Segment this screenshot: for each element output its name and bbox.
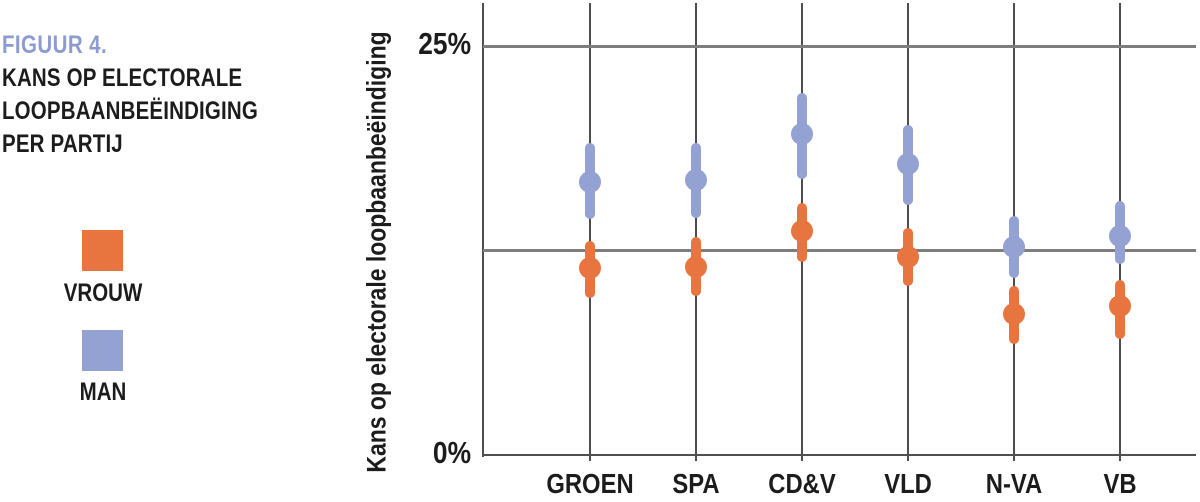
y-axis-line [482,3,484,457]
point-man-spa [685,169,707,192]
x-axis-label-groen: GROEN [546,468,634,499]
point-vrouw-groen [579,257,601,280]
point-man-vld [897,152,919,175]
gridline-groen [589,3,591,461]
point-vrouw-spa [685,255,707,278]
x-axis-label-cd-v: CD&V [768,468,836,499]
figure-title: KANS OP ELECTORALE LOOPBAANBEËINDIGING P… [2,64,258,158]
y-gridline-25 [483,45,1196,48]
y-axis-title: Kans op electorale loopbaanbeëindiging [361,31,392,473]
y-tick-label-25: 25% [418,26,471,61]
point-vrouw-n-va [1003,303,1025,326]
legend-label-man: MAN [79,378,127,406]
y-gridline-0 [483,454,1196,456]
point-vrouw-vld [897,246,919,269]
legend-swatch-vrouw [82,230,123,271]
point-man-groen [579,170,601,193]
x-axis-label-spa: SPA [672,468,720,499]
x-axis-label-vb: VB [1103,468,1137,499]
point-vrouw-vb [1109,295,1131,318]
figure-number-label: FIGUUR 4. [2,31,108,59]
point-vrouw-cd-v [791,219,813,242]
legend-swatch-man [82,330,123,371]
point-man-cd-v [791,123,813,146]
point-man-n-va [1003,236,1025,259]
legend-label-vrouw: VROUW [63,279,143,307]
point-man-vb [1109,224,1131,247]
y-tick-label-0: 0% [432,435,471,470]
x-axis-label-vld: VLD [884,468,932,499]
reference-line [483,249,1196,252]
gridline-spa [695,3,697,461]
x-axis-label-n-va: N-VA [985,468,1043,499]
